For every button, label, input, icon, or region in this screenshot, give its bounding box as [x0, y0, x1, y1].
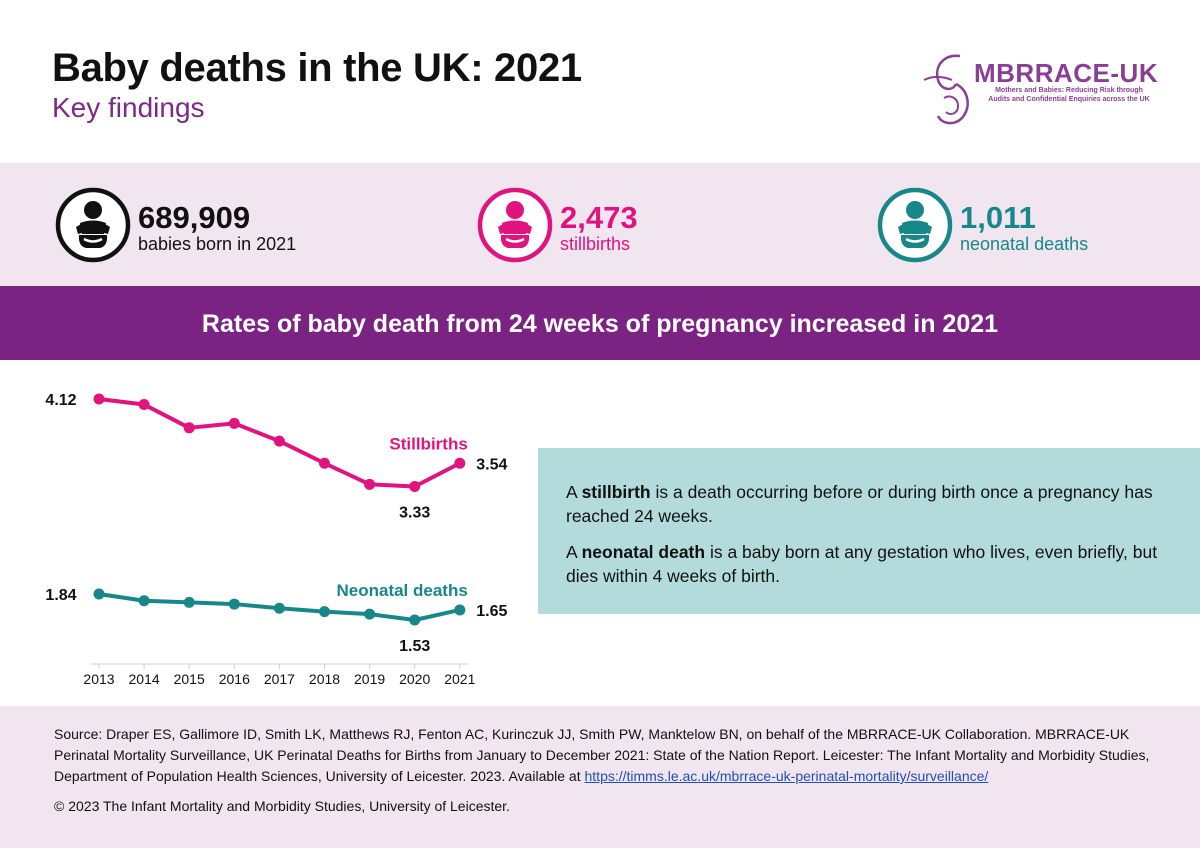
definition-prefix: A [566, 482, 582, 502]
banner-text: Rates of baby death from 24 weeks of pre… [201, 310, 999, 338]
x-tick-label: 2021 [444, 671, 475, 687]
x-tick-label: 2020 [399, 671, 430, 687]
data-point [273, 602, 285, 614]
definition-text: is a death occurring before or during bi… [566, 482, 1153, 526]
data-value-label: 1.84 [45, 587, 76, 604]
definition-neonatal-death: A neonatal death is a baby born at any g… [566, 540, 1176, 588]
x-tick-label: 2018 [309, 671, 340, 687]
data-point [228, 417, 240, 429]
stat-value: 1,011 [960, 200, 1036, 235]
mother-baby-logo-icon [923, 54, 969, 125]
data-point [183, 422, 195, 434]
data-point [273, 435, 285, 447]
baby-icon [877, 187, 953, 263]
footer: Source: Draper ES, Gallimore ID, Smith L… [0, 706, 1200, 848]
mbrrace-logo: MBRRACE-UK Mothers and Babies: Reducing … [922, 50, 1162, 128]
stat-label: stillbirths [560, 234, 631, 254]
stat-value: 2,473 [560, 200, 638, 235]
definition-term: neonatal death [581, 542, 706, 562]
x-tick-label: 2017 [264, 671, 295, 687]
data-point [138, 399, 150, 411]
data-point [93, 393, 105, 405]
x-tick-label: 2015 [174, 671, 205, 687]
stat-value: 689,909 [138, 200, 251, 235]
definition-prefix: A [566, 542, 582, 562]
page-title: Baby deaths in the UK: 2021 [52, 46, 582, 90]
series-label: Stillbirths [389, 434, 467, 453]
data-value-label: 1.65 [476, 603, 507, 620]
stats-band [0, 163, 1200, 286]
data-point [228, 598, 240, 610]
baby-icon [55, 187, 131, 263]
data-point [319, 606, 330, 618]
source-link[interactable]: https://timms.le.ac.uk/mbrrace-uk-perina… [584, 768, 989, 784]
logo-name: MBRRACE-UK [974, 58, 1159, 88]
data-point [319, 457, 330, 469]
data-point [93, 588, 105, 600]
stat-label: babies born in 2021 [138, 234, 297, 254]
data-point [183, 596, 195, 608]
page-subtitle: Key findings [52, 92, 205, 123]
stat-label: neonatal deaths [960, 234, 1089, 254]
data-point [138, 595, 150, 607]
x-tick-label: 2014 [129, 671, 160, 687]
definition-term: stillbirth [581, 482, 651, 502]
data-value-label: 1.53 [399, 638, 430, 655]
data-point [454, 604, 466, 616]
data-value-label: 3.54 [476, 456, 507, 473]
rate-line-chart: 2013 2014 2015 2016 2017 2018 2019 2020 2021 Stil… [45, 392, 507, 687]
data-point [364, 608, 376, 620]
x-tick-label: 2019 [354, 671, 385, 687]
data-point [409, 614, 421, 626]
x-tick-label: 2013 [83, 671, 114, 687]
source-text: Source: Draper ES, Gallimore ID, Smith L… [54, 726, 1150, 784]
series-label: Neonatal deaths [336, 581, 467, 600]
copyright: © 2023 The Infant Mortality and Morbidit… [54, 798, 510, 814]
x-tick-label: 2016 [219, 671, 250, 687]
data-value-label: 4.12 [45, 392, 76, 409]
source-citation: Source: Draper ES, Gallimore ID, Smith L… [54, 724, 1164, 787]
logo-tagline: Mothers and Babies: Reducing Risk throug… [988, 87, 1150, 103]
baby-icon [477, 187, 553, 263]
data-value-label: 3.33 [399, 505, 430, 522]
definition-text: is a baby born at any gestation who live… [566, 542, 1158, 586]
headline-banner: Rates of baby death from 24 weeks of pre… [0, 286, 1200, 360]
data-point [364, 478, 376, 490]
data-point [454, 457, 466, 469]
definitions-box: A stillbirth is a death occurring before… [538, 448, 1200, 614]
definition-stillbirth: A stillbirth is a death occurring before… [566, 480, 1176, 528]
data-point [409, 481, 421, 493]
